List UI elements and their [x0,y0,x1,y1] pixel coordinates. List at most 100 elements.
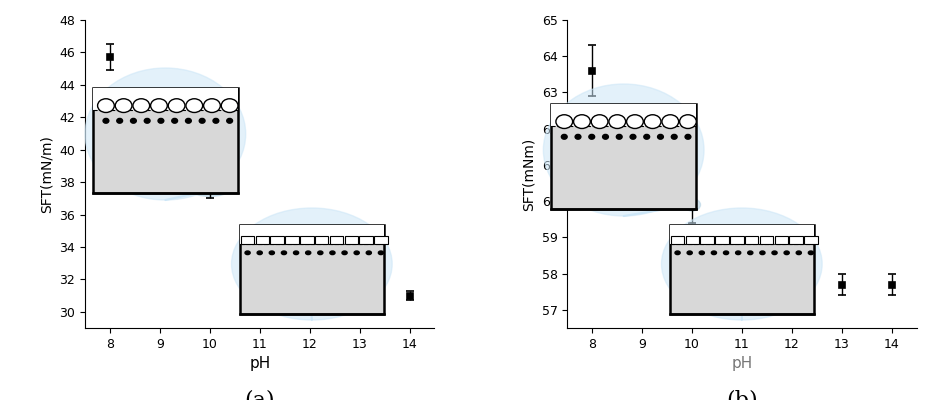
Bar [359,236,373,244]
Bar [240,225,384,244]
Circle shape [679,115,696,128]
Circle shape [172,118,177,123]
Bar [744,236,758,244]
Bar [374,236,387,244]
Circle shape [644,115,660,128]
Bar [550,104,695,210]
Circle shape [354,251,359,254]
Circle shape [191,184,228,196]
X-axis label: pH: pH [249,356,270,371]
Circle shape [573,115,590,128]
Circle shape [294,251,298,254]
Bar [803,236,817,244]
Circle shape [674,251,680,254]
Circle shape [168,99,185,112]
Circle shape [317,251,323,254]
Bar [700,236,713,244]
Circle shape [305,251,311,254]
Circle shape [281,251,286,254]
Circle shape [807,251,813,254]
Circle shape [366,251,371,254]
Bar [93,88,238,110]
Bar [668,225,813,314]
Bar [759,236,772,244]
Circle shape [117,118,123,123]
Circle shape [771,251,776,254]
Ellipse shape [85,68,245,200]
Circle shape [144,118,150,123]
Circle shape [269,251,274,254]
Circle shape [699,251,703,254]
Circle shape [784,251,788,254]
Bar [93,88,238,194]
Circle shape [759,251,765,254]
Bar [715,236,728,244]
Circle shape [626,115,643,128]
Bar [241,236,254,244]
Circle shape [796,251,801,254]
Circle shape [686,251,692,254]
Circle shape [133,99,149,112]
X-axis label: pH: pH [731,356,751,371]
Circle shape [683,199,700,211]
Circle shape [657,134,663,139]
Bar [314,236,329,244]
Circle shape [643,134,649,139]
Circle shape [711,251,716,254]
Circle shape [227,118,232,123]
Bar [774,236,787,244]
Circle shape [212,118,219,123]
Circle shape [291,281,329,294]
Bar [300,236,313,244]
Circle shape [378,251,383,254]
Circle shape [591,115,607,128]
Ellipse shape [543,84,703,216]
Circle shape [684,134,690,139]
Ellipse shape [231,208,392,320]
Text: (a): (a) [244,390,275,400]
Circle shape [561,134,566,139]
Circle shape [185,118,191,123]
Circle shape [661,115,678,128]
Ellipse shape [661,208,821,320]
Bar [240,225,384,314]
Circle shape [130,118,136,123]
Bar [668,225,813,244]
Circle shape [342,251,346,254]
Bar [550,104,695,126]
Circle shape [257,251,262,254]
Circle shape [186,99,202,112]
Bar [788,236,802,244]
Circle shape [747,251,752,254]
Bar [285,236,298,244]
Circle shape [588,134,594,139]
Circle shape [733,268,750,280]
Circle shape [203,99,220,112]
Bar [345,236,358,244]
Bar [256,236,269,244]
Circle shape [103,118,109,123]
Circle shape [602,134,608,139]
Circle shape [630,134,635,139]
Circle shape [115,99,132,112]
Circle shape [575,134,581,139]
Circle shape [150,99,167,112]
Bar [270,236,283,244]
Bar [670,236,683,244]
Circle shape [97,99,114,112]
Circle shape [244,251,250,254]
Circle shape [221,99,238,112]
Text: (b): (b) [725,390,757,400]
Bar [329,236,343,244]
Y-axis label: SFT(mNm): SFT(mNm) [521,137,535,211]
Bar [730,236,743,244]
Circle shape [555,115,572,128]
Circle shape [615,134,621,139]
Circle shape [734,251,740,254]
Circle shape [723,251,728,254]
Circle shape [329,251,335,254]
Circle shape [670,134,677,139]
Circle shape [608,115,625,128]
Circle shape [199,118,205,123]
Bar [685,236,699,244]
